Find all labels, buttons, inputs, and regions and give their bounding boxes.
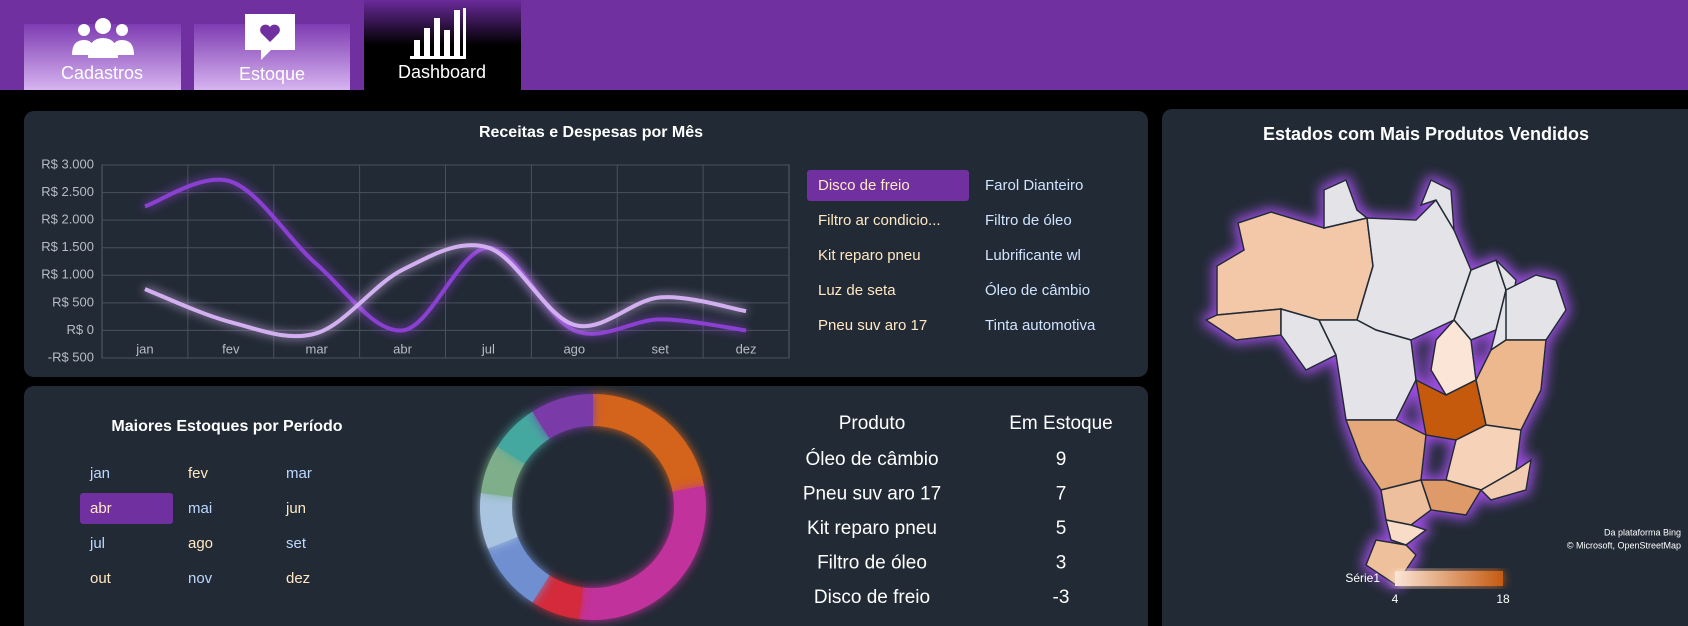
slicer-item[interactable]: ago xyxy=(188,535,213,552)
color-scale xyxy=(1395,571,1503,586)
panel xyxy=(24,111,1148,377)
x-tick-label: ago xyxy=(563,341,585,356)
donut-slice xyxy=(593,394,704,492)
slicer-item[interactable]: Luz de seta xyxy=(818,282,896,299)
slicer-item[interactable]: mai xyxy=(188,500,212,517)
slicer-item[interactable]: nov xyxy=(188,570,213,587)
icon-chat-heart xyxy=(245,14,295,60)
legend-label: Série1 xyxy=(1345,571,1380,585)
map-brazil xyxy=(1204,178,1567,587)
slicer-item[interactable]: Filtro ar condicio... xyxy=(818,212,941,229)
slicer-selected[interactable] xyxy=(807,170,969,201)
slicer-title: Maiores Estoques por Período xyxy=(111,418,342,435)
donut-slice xyxy=(480,446,525,497)
slicer-item[interactable]: Filtro de óleo xyxy=(985,212,1072,229)
tab-label[interactable]: Dashboard xyxy=(398,62,486,82)
scale-min: 4 xyxy=(1392,592,1399,606)
y-tick-label: R$ 500 xyxy=(52,294,94,309)
y-tick-label: R$ 0 xyxy=(67,322,94,337)
y-tick-label: R$ 1.000 xyxy=(41,267,94,282)
table-cell: 5 xyxy=(1056,518,1067,539)
slicer-item[interactable]: out xyxy=(90,570,112,587)
slicer-item[interactable]: mar xyxy=(286,465,312,482)
table-cell: -3 xyxy=(1053,587,1070,608)
slicer-item[interactable]: Lubrificante wl xyxy=(985,247,1081,264)
table-cell: Filtro de óleo xyxy=(817,553,927,574)
table-cell: 3 xyxy=(1056,553,1067,574)
donut-slice xyxy=(578,485,707,620)
donut-slice xyxy=(480,492,518,549)
table-header: Em Estoque xyxy=(1009,413,1113,434)
slicer-item[interactable]: Farol Dianteiro xyxy=(985,177,1083,194)
tab-active[interactable] xyxy=(364,0,521,90)
icon-bars xyxy=(410,8,466,59)
x-tick-label: mar xyxy=(305,341,328,356)
x-tick-label: jul xyxy=(481,341,495,356)
map-title: Estados com Mais Produtos Vendidos xyxy=(1263,124,1589,144)
slicer-selected[interactable] xyxy=(80,493,173,524)
table-cell: 9 xyxy=(1056,449,1067,470)
map-attribution: Da plataforma Bing xyxy=(1604,527,1681,537)
y-tick-label: R$ 3.000 xyxy=(41,156,94,171)
donut-slice xyxy=(532,394,593,439)
map-attribution: © Microsoft, OpenStreetMap xyxy=(1567,540,1681,550)
icon-people xyxy=(72,18,134,58)
table-cell: Óleo de câmbio xyxy=(805,448,938,470)
slicer-item[interactable]: Tinta automotiva xyxy=(985,317,1096,334)
table-header: Produto xyxy=(839,413,906,434)
x-tick-label: fev xyxy=(222,341,240,356)
y-tick-label: -R$ 500 xyxy=(48,349,94,364)
slicer-item[interactable]: dez xyxy=(286,570,310,587)
x-tick-label: set xyxy=(652,341,670,356)
x-tick-label: dez xyxy=(736,341,757,356)
y-tick-label: R$ 2.500 xyxy=(41,184,94,199)
table-cell: Kit reparo pneu xyxy=(807,518,937,539)
slicer-item[interactable]: abr xyxy=(90,500,112,517)
slicer-item[interactable]: Pneu suv aro 17 xyxy=(818,317,927,334)
table-cell: Pneu suv aro 17 xyxy=(803,484,941,505)
panel xyxy=(24,386,1148,626)
slicer-item[interactable]: jul xyxy=(89,535,105,552)
x-tick-label: jan xyxy=(135,341,153,356)
slicer-item[interactable]: jan xyxy=(89,465,110,482)
line-series xyxy=(144,243,747,339)
donut-slice xyxy=(497,411,550,464)
donut-slice xyxy=(532,575,583,620)
y-tick-label: R$ 1.500 xyxy=(41,239,94,254)
chart-title: Receitas e Despesas por Mês xyxy=(479,124,703,141)
slicer-item[interactable]: set xyxy=(286,535,307,552)
y-tick-label: R$ 2.000 xyxy=(41,212,94,227)
slicer-item[interactable]: Disco de freio xyxy=(818,177,910,194)
slicer-item[interactable]: Óleo de câmbio xyxy=(985,282,1090,299)
slicer-item[interactable]: jun xyxy=(285,500,306,517)
table-cell: 7 xyxy=(1056,484,1067,505)
scale-max: 18 xyxy=(1496,592,1510,606)
slicer-item[interactable]: fev xyxy=(188,465,209,482)
line-series xyxy=(144,177,747,336)
slicer-item[interactable]: Kit reparo pneu xyxy=(818,247,921,264)
tab-label[interactable]: Estoque xyxy=(239,64,305,84)
x-tick-label: abr xyxy=(393,341,412,356)
donut-slice xyxy=(487,536,550,603)
tab-label[interactable]: Cadastros xyxy=(61,63,143,83)
table-cell: Disco de freio xyxy=(814,587,930,608)
